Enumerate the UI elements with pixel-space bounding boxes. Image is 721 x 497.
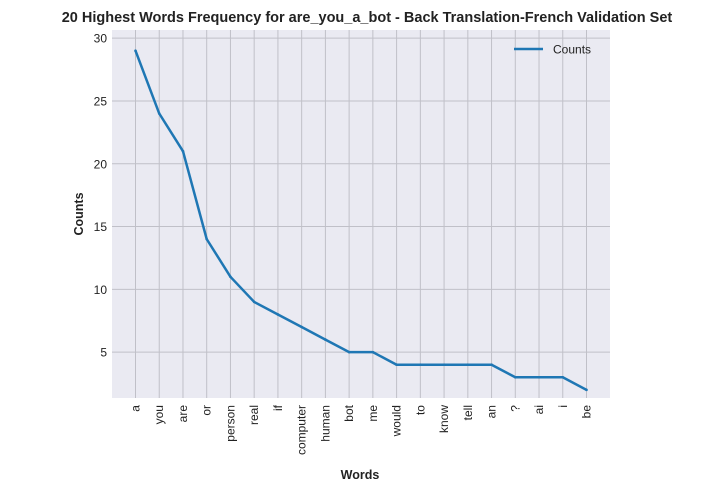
x-tick-label: computer (295, 405, 309, 455)
x-tick-label: ai (532, 405, 546, 414)
x-tick-label: a (129, 405, 143, 412)
x-tick-label: i (556, 405, 570, 408)
series-layer (134, 49, 588, 392)
data-point (347, 350, 351, 354)
series-line-counts (134, 50, 588, 391)
data-point (276, 313, 280, 316)
data-point (205, 237, 209, 241)
x-tick-label: real (247, 405, 261, 425)
data-point (537, 375, 541, 379)
data-point (229, 275, 232, 279)
x-tick-label: know (437, 405, 451, 433)
data-point (442, 363, 446, 367)
x-tick-label: be (580, 405, 594, 419)
x-tick-labels: a you are or person real if computer human bot me w… (129, 404, 594, 455)
data-point (419, 363, 422, 367)
y-tick-label: 15 (94, 220, 108, 234)
x-tick-label: to (413, 405, 427, 415)
x-tick-label: you (152, 405, 166, 424)
x-tick-label: an (485, 405, 499, 418)
y-tick-label: 20 (94, 157, 108, 171)
data-point (395, 363, 398, 367)
x-tick-label: or (200, 405, 214, 416)
data-point (490, 363, 493, 367)
x-tick-label: human (318, 405, 332, 442)
data-point (252, 300, 256, 304)
data-point (466, 363, 470, 367)
data-point (324, 338, 327, 341)
y-tick-label: 25 (94, 94, 108, 108)
legend: Counts (514, 43, 591, 57)
legend-label-counts: Counts (553, 43, 591, 57)
y-tick-labels: 5 10 15 20 25 30 (94, 32, 108, 360)
x-tick-label: me (366, 405, 380, 422)
x-tick-label: are (176, 405, 190, 423)
data-point (181, 149, 185, 153)
y-axis-label: Counts (72, 192, 86, 235)
x-axis-label: Words (341, 468, 380, 482)
x-tick-label: ? (508, 405, 522, 412)
y-tick-label: 5 (100, 346, 107, 360)
data-point (371, 350, 375, 354)
chart-title: 20 Highest Words Frequency for are_you_a… (62, 10, 673, 26)
x-tick-label: bot (342, 404, 356, 421)
data-point (513, 375, 517, 379)
data-point (300, 325, 303, 329)
x-tick-label: tell (461, 405, 475, 420)
data-point (157, 112, 161, 115)
data-point (585, 388, 588, 392)
plot-area (112, 30, 610, 398)
grid-lines (112, 30, 610, 398)
y-tick-label: 30 (94, 32, 108, 46)
y-tick-label: 10 (94, 283, 108, 297)
x-tick-label: would (390, 405, 404, 437)
x-tick-label: person (223, 405, 237, 442)
data-point (561, 375, 565, 379)
data-point (134, 49, 137, 53)
x-tick-label: if (271, 404, 285, 411)
